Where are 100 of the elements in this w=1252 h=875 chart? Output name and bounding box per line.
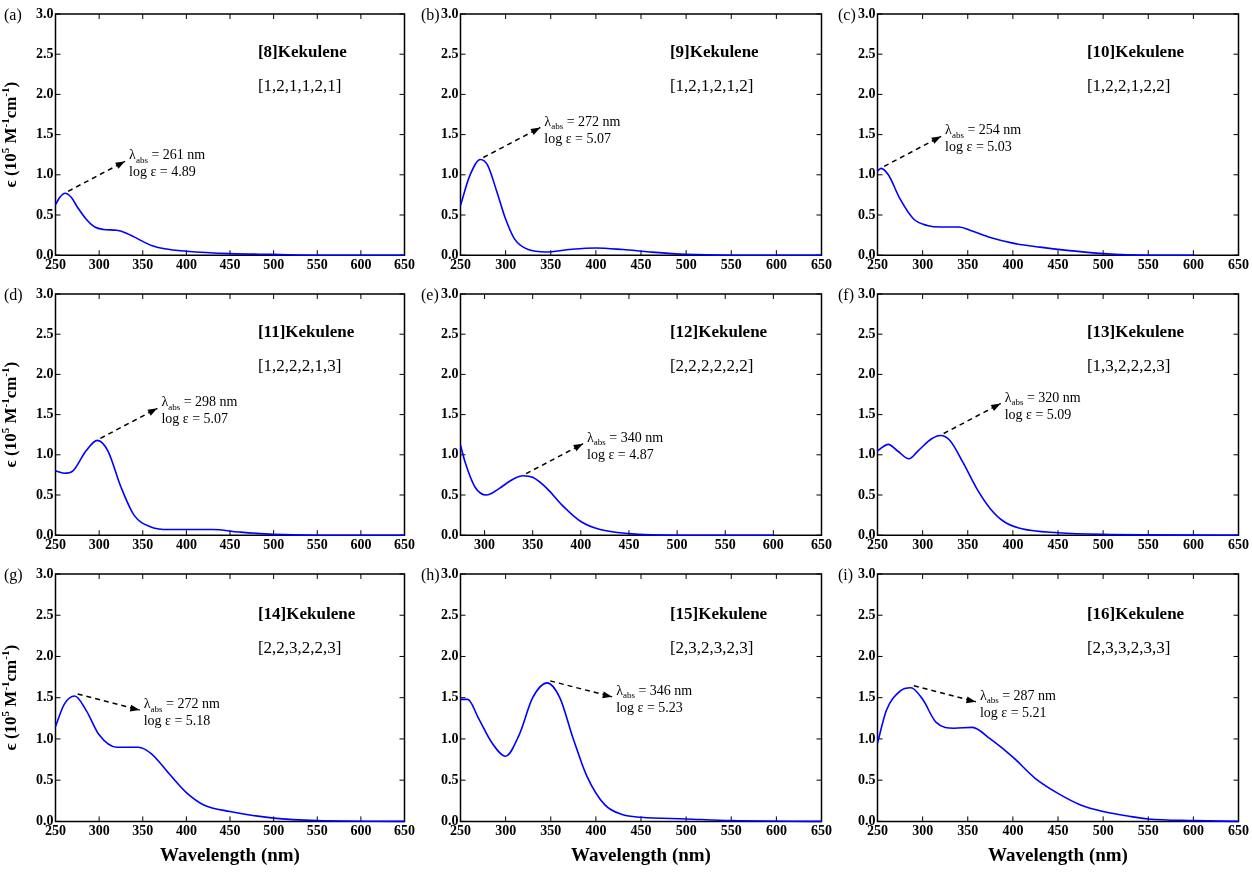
annotation: log ε = 5.21: [979, 704, 1047, 720]
annotation: log ε = 5.09: [1004, 406, 1072, 422]
x-tick-label: 450: [219, 537, 241, 553]
x-tick-label: 400: [585, 823, 607, 839]
x-tick-label: 550: [720, 257, 742, 273]
x-tick-label: 600: [1182, 823, 1204, 839]
y-tick-label: 2.0: [858, 648, 876, 664]
x-tick-label: 650: [1228, 823, 1249, 839]
y-tick-label: 0.5: [858, 771, 876, 787]
annotation: [14]Kekulene: [257, 603, 356, 623]
y-tick-label: 1.5: [441, 689, 459, 705]
y-tick-label: 0.5: [36, 486, 54, 502]
x-tick-label: 550: [306, 257, 328, 273]
x-tick-label: 300: [912, 823, 934, 839]
x-tick-label: 350: [957, 823, 979, 839]
x-tick-label: 450: [630, 257, 652, 273]
annotation: log ε = 5.07: [544, 130, 612, 146]
chart-title: (c): [838, 6, 856, 24]
chart-title: (i): [838, 566, 854, 584]
x-tick-label: 550: [720, 823, 742, 839]
y-axis-title: ϵ (105 M-1cm-1): [0, 81, 20, 188]
y-axis-title: ϵ (105 M-1cm-1): [0, 361, 20, 468]
x-tick-label: 350: [132, 257, 154, 273]
annotation: log ε = 5.23: [616, 699, 683, 715]
y-tick-label: 0.5: [441, 771, 459, 787]
x-tick-label: 300: [474, 537, 496, 553]
annotation: [10]Kekulene: [1086, 42, 1185, 62]
x-tick-label: 600: [762, 537, 784, 553]
y-tick-label: 2.5: [858, 325, 876, 341]
x-tick-label: 600: [350, 537, 372, 553]
x-tick-label: 600: [765, 257, 787, 273]
annotation: [1,2,2,2,1,3]: [257, 356, 342, 376]
y-tick-label: 1.0: [441, 730, 459, 746]
annotation: [1,2,1,1,2,1]: [257, 76, 342, 96]
chart-title: (f): [838, 286, 854, 304]
y-tick-label: 3.0: [858, 5, 876, 21]
line-series: [876, 687, 1240, 823]
line-series: [459, 444, 775, 536]
y-tick-label: 2.0: [858, 86, 876, 102]
x-tick-label: 650: [394, 257, 415, 273]
x-tick-label: 450: [219, 257, 241, 273]
annotation: [2,3,3,2,3,3]: [1086, 637, 1171, 657]
x-tick-label: 350: [540, 823, 562, 839]
x-tick-label: 400: [1002, 823, 1024, 839]
x-tick-label: 650: [1228, 257, 1249, 273]
x-tick-label: 650: [811, 257, 832, 273]
y-tick-label: 1.5: [441, 126, 459, 142]
y-tick-label: 1.0: [441, 446, 459, 462]
annotation: [12]Kekulene: [669, 322, 768, 342]
y-tick-label: 2.0: [36, 366, 54, 382]
y-tick-label: 1.0: [858, 446, 876, 462]
annotation: log ε = 4.87: [587, 446, 654, 462]
y-tick-label: 1.0: [36, 446, 54, 462]
line-series: [459, 158, 823, 256]
x-tick-label: 400: [175, 823, 197, 839]
x-tick-label: 450: [618, 537, 640, 553]
line-series: [459, 682, 823, 823]
x-tick-label: 300: [88, 823, 110, 839]
x-tick-label: 400: [1002, 537, 1024, 553]
x-tick-label: 450: [219, 823, 241, 839]
line-series: [876, 167, 1195, 256]
annotation: [16]Kekulene: [1086, 603, 1185, 623]
y-tick-label: 1.0: [441, 166, 459, 182]
y-tick-label: 1.0: [858, 730, 876, 746]
x-tick-label: 500: [263, 537, 285, 553]
y-tick-label: 3.0: [441, 565, 459, 581]
x-tick-label: 550: [714, 537, 736, 553]
y-tick-label: 2.0: [441, 86, 459, 102]
y-tick-label: 0.5: [441, 486, 459, 502]
annotation: [1,2,2,1,2,2]: [1086, 76, 1171, 96]
y-tick-label: 3.0: [858, 285, 876, 301]
y-tick-label: 3.0: [36, 5, 54, 21]
y-tick-label: 2.5: [858, 45, 876, 61]
x-axis-title: Wavelength (nm): [571, 843, 711, 866]
x-tick-label: 550: [1137, 257, 1159, 273]
x-tick-label: 300: [88, 537, 110, 553]
x-tick-label: 350: [132, 537, 154, 553]
x-tick-label: 500: [1092, 823, 1114, 839]
x-tick-label: 550: [306, 537, 328, 553]
y-tick-label: 2.5: [441, 45, 459, 61]
y-tick-label: 1.5: [36, 689, 54, 705]
chart-title: (d): [4, 286, 23, 304]
x-tick-label: 300: [495, 823, 517, 839]
chart-title: (a): [4, 6, 22, 24]
line-series: [54, 192, 406, 256]
x-tick-label: 350: [522, 537, 544, 553]
x-tick-label: 350: [957, 537, 979, 553]
y-tick-label: 1.5: [858, 126, 876, 142]
x-tick-label: 450: [630, 823, 652, 839]
x-tick-label: 600: [350, 823, 372, 839]
y-tick-label: 1.5: [858, 406, 876, 422]
annotation: [1,2,1,2,1,2]: [669, 76, 754, 96]
x-tick-label: 400: [175, 537, 197, 553]
y-tick-label: 0.0: [441, 526, 459, 542]
y-tick-label: 2.5: [858, 606, 876, 622]
y-tick-label: 0.5: [858, 486, 876, 502]
x-tick-label: 450: [1047, 823, 1069, 839]
line-series: [876, 434, 1240, 536]
y-tick-label: 1.5: [36, 406, 54, 422]
x-tick-label: 400: [175, 257, 197, 273]
